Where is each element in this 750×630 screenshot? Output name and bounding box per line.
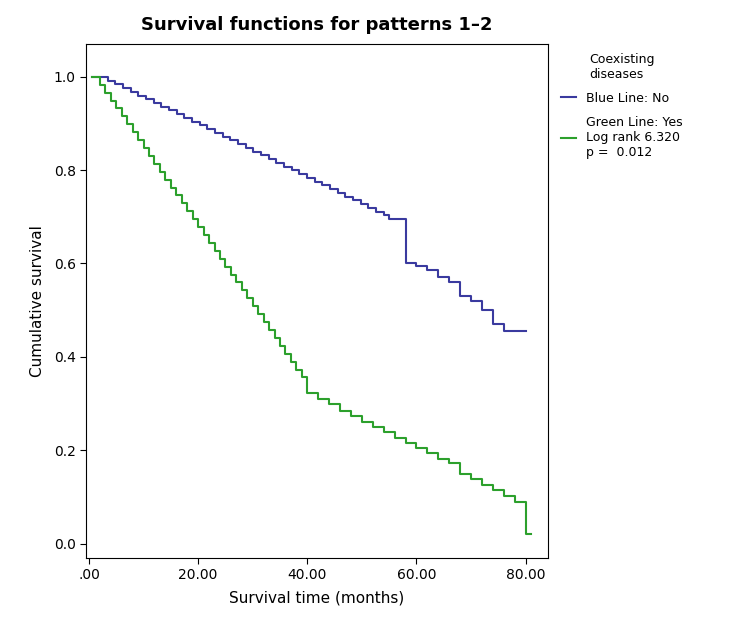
X-axis label: Survival time (months): Survival time (months) — [230, 590, 404, 605]
Title: Survival functions for patterns 1–2: Survival functions for patterns 1–2 — [141, 16, 493, 34]
Legend: Blue Line: No, Green Line: Yes
Log rank 6.320
p =  0.012: Blue Line: No, Green Line: Yes Log rank … — [558, 50, 685, 162]
Y-axis label: Cumulative survival: Cumulative survival — [31, 225, 46, 377]
